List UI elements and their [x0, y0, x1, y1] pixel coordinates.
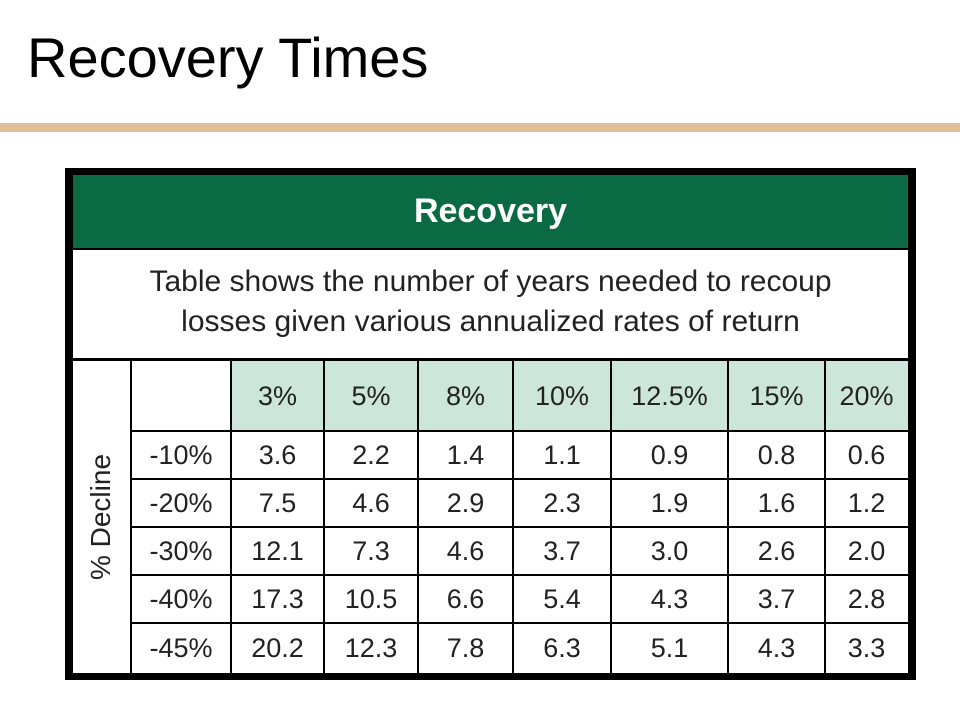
table-cell: 6.3: [543, 632, 581, 663]
table-cell: 5.1: [650, 632, 689, 663]
caption-line-2: losses given various annualized rates of…: [181, 305, 800, 338]
table-cell: 2.9: [446, 487, 485, 518]
table-cell: 2.0: [847, 535, 886, 566]
grid-divider: [131, 526, 908, 528]
table-cell: 3.7: [543, 535, 581, 566]
table-cell: 1.9: [650, 487, 689, 518]
decline-axis-label-text: % Decline: [85, 453, 116, 581]
column-header: 20%: [825, 361, 908, 431]
grid-divider: [417, 361, 419, 673]
table-cell: 2.8: [847, 583, 886, 614]
grid-divider: [131, 574, 908, 576]
column-header: 15%: [728, 361, 825, 431]
grid-divider: [824, 361, 826, 673]
table-cell: 7.5: [258, 487, 297, 518]
table-cell: 5.4: [543, 583, 581, 614]
table-grid: % Decline 3% 5% 8% 10% 12.5% 15% 20% -10% 3.6 2.2…: [73, 361, 908, 673]
corner-cell: [131, 361, 231, 431]
table-cell: 10.5: [344, 583, 398, 614]
table-cell: 0.8: [757, 439, 796, 470]
table-cell: 1.4: [446, 439, 485, 470]
table-cell: 1.2: [847, 487, 886, 518]
caption-line-1: Table shows the number of years needed t…: [149, 265, 832, 298]
table-cell: 1.6: [757, 487, 796, 518]
table-cell: 12.1: [251, 535, 304, 566]
table-cell: 4.6: [446, 535, 485, 566]
table-cell: 7.3: [352, 535, 390, 566]
row-header: -30%: [149, 535, 213, 566]
decline-axis-label: % Decline: [73, 361, 129, 673]
table-cell: 4.6: [352, 487, 390, 518]
column-header: 12.5%: [611, 361, 728, 431]
grid-divider: [727, 361, 729, 673]
row-header: -40%: [149, 583, 213, 614]
table-heading: Recovery: [73, 175, 908, 248]
table-cell: 2.3: [543, 487, 581, 518]
table-cell: 3.0: [650, 535, 689, 566]
table-cell: 3.7: [757, 583, 796, 614]
column-header: 3%: [231, 361, 324, 431]
row-header: -20%: [149, 487, 213, 518]
table-cell: 12.3: [344, 632, 398, 663]
table-cell: 6.6: [446, 583, 485, 614]
grid-divider: [230, 361, 232, 673]
table-cell: 20.2: [251, 632, 304, 663]
column-header: 5%: [324, 361, 418, 431]
row-header: -10%: [149, 439, 213, 470]
grid-divider: [610, 361, 612, 673]
grid-divider: [131, 478, 908, 480]
table-cell: 4.3: [650, 583, 689, 614]
grid-divider: [512, 361, 514, 673]
row-header: -45%: [149, 632, 213, 663]
table-cell: 1.1: [543, 439, 581, 470]
page-title: Recovery Times: [27, 26, 429, 89]
table-cell: 3.6: [258, 439, 297, 470]
table-cell: 17.3: [251, 583, 304, 614]
column-header: 8%: [418, 361, 513, 431]
table-cell: 0.6: [847, 439, 886, 470]
table-cell: 3.3: [847, 632, 886, 663]
grid-divider: [323, 361, 325, 673]
grid-divider: [130, 361, 132, 673]
column-header: 10%: [513, 361, 611, 431]
grid-divider: [131, 622, 908, 624]
table-cell: 2.6: [757, 535, 796, 566]
table-cell: 7.8: [446, 632, 485, 663]
title-divider: [0, 123, 960, 132]
table-caption: Table shows the number of years needed t…: [73, 250, 908, 358]
recovery-table: Recovery Table shows the number of years…: [65, 168, 916, 680]
table-cell: 2.2: [352, 439, 390, 470]
table-cell: 0.9: [650, 439, 689, 470]
table-cell: 4.3: [757, 632, 796, 663]
grid-divider: [131, 430, 908, 432]
